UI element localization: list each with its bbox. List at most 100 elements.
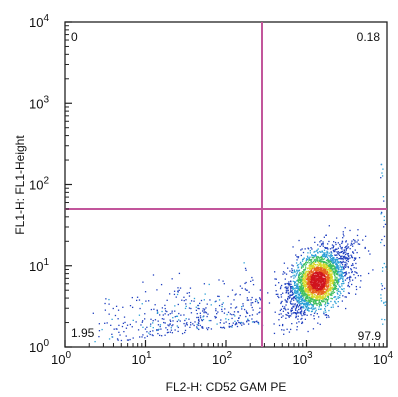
event-dot xyxy=(306,290,308,292)
event-dot xyxy=(307,294,310,296)
event-dot xyxy=(321,287,324,290)
event-dot xyxy=(203,310,205,312)
event-dot xyxy=(285,286,287,288)
event-dot xyxy=(139,307,141,310)
event-dot xyxy=(252,279,254,281)
event-dot xyxy=(290,290,292,293)
event-dot xyxy=(303,300,306,302)
event-dot xyxy=(300,284,302,286)
event-dot xyxy=(299,291,302,293)
event-dot xyxy=(318,260,320,263)
event-dot xyxy=(326,251,329,254)
event-dot xyxy=(237,320,239,322)
event-dot xyxy=(313,281,316,284)
event-dot xyxy=(173,293,176,296)
event-dot xyxy=(336,260,338,262)
event-dot xyxy=(351,271,353,274)
event-dot xyxy=(333,265,335,267)
event-dot xyxy=(323,258,326,260)
event-dot xyxy=(304,303,306,305)
event-dot xyxy=(171,332,174,334)
event-dot xyxy=(325,262,327,264)
event-dot xyxy=(278,319,280,321)
event-dot xyxy=(308,267,310,269)
event-dot xyxy=(310,287,312,290)
event-dot xyxy=(306,287,308,290)
event-dot xyxy=(339,264,341,266)
event-dot xyxy=(313,285,316,287)
event-dot xyxy=(308,278,311,280)
event-dot xyxy=(314,290,316,292)
event-dot xyxy=(304,263,306,265)
event-dot xyxy=(314,255,317,257)
event-dot xyxy=(185,303,187,305)
event-dot xyxy=(254,300,257,303)
event-dot xyxy=(324,268,327,271)
event-dot xyxy=(311,294,313,296)
event-dot xyxy=(295,313,298,315)
event-dot xyxy=(354,241,356,243)
event-dot xyxy=(309,252,312,254)
event-dot xyxy=(258,297,261,299)
event-dot xyxy=(322,284,324,286)
event-dot xyxy=(198,318,200,321)
event-dot xyxy=(315,298,317,300)
event-dot xyxy=(317,293,319,295)
event-dot xyxy=(311,274,313,276)
event-dot xyxy=(241,324,243,326)
event-dot xyxy=(138,299,141,301)
event-dot xyxy=(298,298,301,300)
event-dot xyxy=(296,291,298,293)
event-dot xyxy=(218,299,221,301)
event-dot xyxy=(295,287,297,290)
event-dot xyxy=(316,304,318,306)
event-dot xyxy=(292,287,294,290)
event-dot xyxy=(310,275,312,278)
event-dot xyxy=(290,315,292,317)
event-dot xyxy=(321,285,323,288)
event-dot xyxy=(316,283,318,286)
event-dot xyxy=(302,312,305,315)
event-dot xyxy=(228,326,231,328)
event-dot xyxy=(315,261,317,263)
event-dot xyxy=(223,283,225,285)
event-dot xyxy=(340,270,342,272)
event-dot xyxy=(298,301,301,303)
event-dot xyxy=(325,316,328,319)
event-dot xyxy=(206,303,208,305)
event-dot xyxy=(314,280,317,283)
event-dot xyxy=(295,287,298,289)
event-dot xyxy=(330,277,332,280)
event-dot xyxy=(288,281,290,283)
event-dot xyxy=(329,280,332,282)
event-dot xyxy=(331,291,333,293)
event-dot xyxy=(331,281,333,283)
event-dot xyxy=(307,278,309,281)
event-dot xyxy=(305,287,307,290)
event-dot xyxy=(313,315,315,317)
event-dot xyxy=(326,296,329,298)
event-dot xyxy=(208,327,210,329)
event-dot xyxy=(338,254,341,257)
event-dot xyxy=(301,299,303,301)
event-dot xyxy=(315,250,318,252)
event-dot xyxy=(332,286,334,288)
event-dot xyxy=(322,263,324,266)
event-dot xyxy=(329,278,331,280)
event-dot xyxy=(201,327,203,329)
event-dot xyxy=(302,281,304,284)
event-dot xyxy=(356,251,358,254)
event-dot xyxy=(177,326,179,329)
event-dot xyxy=(350,264,353,267)
event-dot xyxy=(348,278,351,280)
event-dot xyxy=(364,235,367,237)
event-dot xyxy=(321,244,323,246)
event-dot xyxy=(183,314,185,316)
event-dot xyxy=(241,287,243,289)
event-dot xyxy=(259,298,261,300)
event-dot xyxy=(381,239,383,241)
event-dot xyxy=(220,319,222,321)
event-dot xyxy=(345,265,347,267)
event-dot xyxy=(309,299,312,301)
event-dot xyxy=(308,273,310,275)
